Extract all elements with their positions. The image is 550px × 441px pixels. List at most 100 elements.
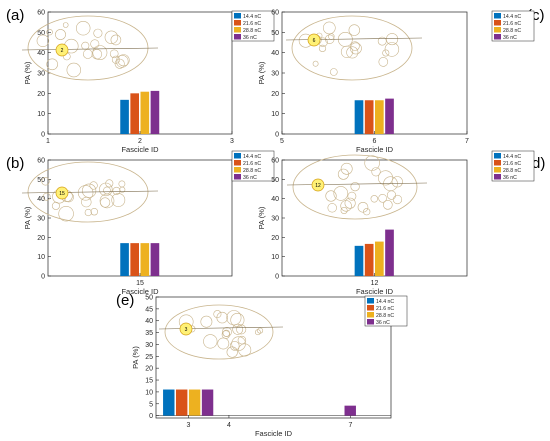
y-tick-label: 40 xyxy=(145,318,153,325)
legend-label-0: 14.4 nC xyxy=(503,14,521,20)
panel-label: (a) xyxy=(6,7,24,24)
y-tick-label: 30 xyxy=(271,71,279,78)
legend-swatch-1 xyxy=(494,20,501,26)
y-tick-label: 35 xyxy=(145,330,153,337)
x-tick-label: 1 xyxy=(46,138,50,145)
bar-12-s2 xyxy=(375,242,384,276)
legend-label-1: 21.6 nC xyxy=(503,161,521,167)
legend-label-0: 14.4 nC xyxy=(243,154,261,160)
y-tick-label: 30 xyxy=(145,342,153,349)
x-tick-label: 5 xyxy=(280,138,284,145)
legend-label-3: 36 nC xyxy=(376,320,390,326)
y-tick-label: 50 xyxy=(145,295,153,302)
x-tick-label: 3 xyxy=(230,138,234,145)
x-axis-label: Fascicle ID xyxy=(356,287,394,296)
x-axis-label: Fascicle ID xyxy=(255,429,293,438)
panel-2: 010203040506015Fascicle IDPA (%)(b)1514.… xyxy=(6,151,274,296)
legend-swatch-0 xyxy=(494,13,501,19)
legend-swatch-3 xyxy=(494,174,501,180)
legend-swatch-2 xyxy=(494,167,501,173)
legend-label-3: 36 nC xyxy=(503,35,517,41)
x-tick-label: 7 xyxy=(349,422,353,429)
highlighted-fascicle-label: 3 xyxy=(185,327,188,333)
panel-label: (b) xyxy=(6,155,24,172)
y-tick-label: 60 xyxy=(271,10,279,17)
highlighted-fascicle-label: 2 xyxy=(61,48,64,54)
x-tick-label: 4 xyxy=(227,422,231,429)
x-tick-label: 7 xyxy=(465,138,469,145)
legend-label-0: 14.4 nC xyxy=(503,154,521,160)
legend-label-1: 21.6 nC xyxy=(376,306,394,312)
y-tick-label: 20 xyxy=(37,91,45,98)
legend-swatch-2 xyxy=(234,27,241,33)
x-axis-label: Fascicle ID xyxy=(121,145,159,154)
bar-2-s2 xyxy=(141,92,150,134)
legend-label-2: 28.8 nC xyxy=(243,168,261,174)
y-tick-label: 20 xyxy=(271,91,279,98)
y-tick-label: 30 xyxy=(37,71,45,78)
legend-swatch-0 xyxy=(494,153,501,159)
x-tick-label: 3 xyxy=(186,422,190,429)
legend-swatch-0 xyxy=(234,13,241,19)
legend-label-3: 36 nC xyxy=(243,175,257,181)
legend-label-2: 28.8 nC xyxy=(503,28,521,34)
y-axis-label: PA (%) xyxy=(23,206,32,229)
y-tick-label: 10 xyxy=(271,111,279,118)
bar-15-s2 xyxy=(141,243,150,276)
x-tick-label: 6 xyxy=(373,138,377,145)
y-tick-label: 50 xyxy=(271,30,279,37)
y-tick-label: 10 xyxy=(37,111,45,118)
bar-2-s1 xyxy=(130,93,139,134)
legend-label-0: 14.4 nC xyxy=(376,299,394,305)
bar-3-s3 xyxy=(202,390,213,416)
y-tick-label: 0 xyxy=(149,413,153,420)
y-axis-label: PA (%) xyxy=(257,206,266,229)
legend-label-0: 14.4 nC xyxy=(243,14,261,20)
y-tick-label: 20 xyxy=(37,235,45,242)
y-axis-label: PA (%) xyxy=(257,61,266,84)
y-tick-label: 0 xyxy=(41,132,45,139)
panel-label: (e) xyxy=(116,292,134,309)
legend-swatch-3 xyxy=(367,319,374,325)
y-tick-label: 10 xyxy=(145,389,153,396)
bar-3-s1 xyxy=(176,390,187,416)
y-tick-label: 60 xyxy=(37,10,45,17)
legend-label-1: 21.6 nC xyxy=(503,21,521,27)
highlighted-fascicle-label: 12 xyxy=(315,183,321,189)
y-tick-label: 45 xyxy=(145,306,153,313)
bar-6-s2 xyxy=(375,100,384,134)
panel-4: 051015202530354045503 4 7Fascicle IDPA (%)… xyxy=(116,292,407,438)
y-tick-label: 20 xyxy=(145,366,153,373)
y-tick-label: 5 xyxy=(149,401,153,408)
legend-swatch-1 xyxy=(234,20,241,26)
y-tick-label: 0 xyxy=(275,132,279,139)
highlighted-fascicle-label: 6 xyxy=(313,38,316,44)
bar-12-s0 xyxy=(355,246,364,276)
x-tick-label: 15 xyxy=(136,280,144,287)
bar-6-s1 xyxy=(365,100,374,134)
bar-6-s0 xyxy=(355,100,364,134)
y-tick-label: 40 xyxy=(271,196,279,203)
axes-box xyxy=(282,160,467,276)
y-tick-label: 60 xyxy=(271,158,279,165)
legend-swatch-3 xyxy=(234,174,241,180)
y-tick-label: 40 xyxy=(37,196,45,203)
bar-6-s3 xyxy=(385,99,394,134)
y-tick-label: 40 xyxy=(37,50,45,57)
legend-label-1: 21.6 nC xyxy=(243,21,261,27)
panel-0: 01020304050601 2 3Fascicle IDPA (%)(a)214.… xyxy=(6,7,274,154)
legend-label-2: 28.8 nC xyxy=(376,313,394,319)
bar-15-s0 xyxy=(120,243,129,276)
y-tick-label: 10 xyxy=(37,254,45,261)
y-tick-label: 50 xyxy=(271,177,279,184)
bar-2-s3 xyxy=(151,91,160,134)
x-axis-label: Fascicle ID xyxy=(356,145,394,154)
highlighted-fascicle-label: 15 xyxy=(59,191,65,197)
bar-3-s2 xyxy=(189,390,200,416)
